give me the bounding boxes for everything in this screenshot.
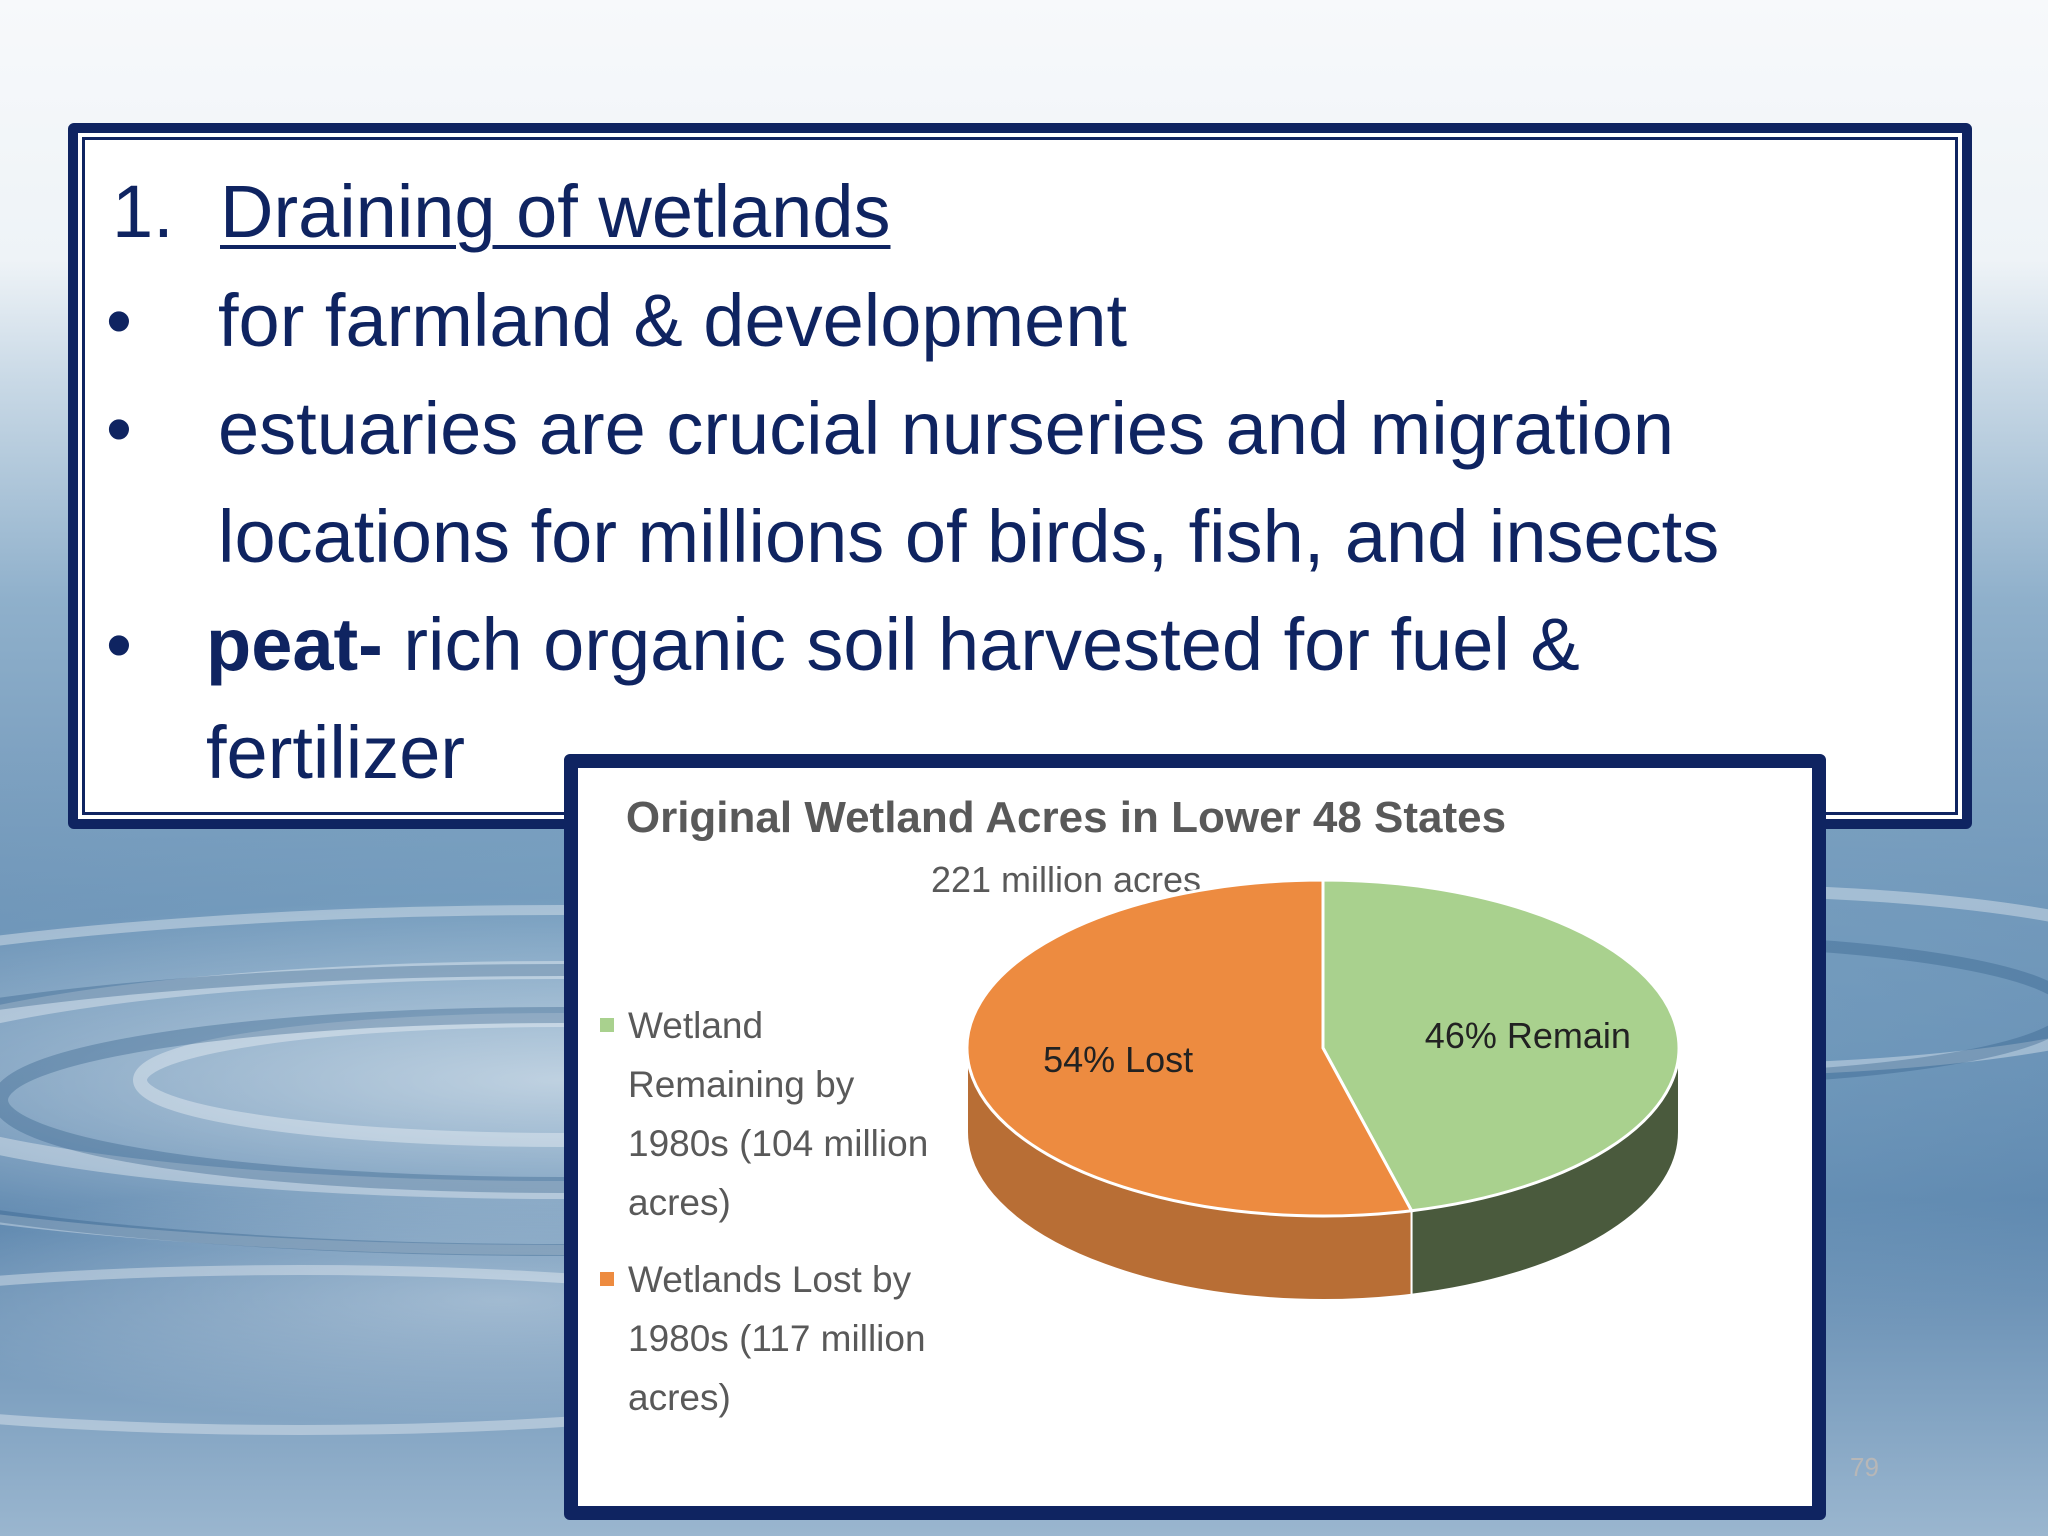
pie-chart-panel: Original Wetland Acres in Lower 48 State… bbox=[564, 754, 1826, 1520]
page-number: 79 bbox=[1850, 1452, 1879, 1482]
pie-chart: Original Wetland Acres in Lower 48 State… bbox=[600, 793, 1681, 1418]
chart-legend: Wetland Remaining by 1980s (104 million … bbox=[600, 1005, 939, 1418]
chart-title: Original Wetland Acres in Lower 48 State… bbox=[626, 793, 1506, 842]
bullet-marker: • bbox=[106, 603, 132, 686]
term-peat: peat- bbox=[206, 603, 383, 686]
bullet-text: peat- rich organic soil harvested for fu… bbox=[206, 608, 1580, 682]
heading-line: 1. Draining of wetlands bbox=[112, 175, 890, 249]
pie-slice-lost bbox=[965, 878, 1414, 1218]
bullet-text: for farmland & development bbox=[218, 279, 1128, 362]
slice-label-lost: 54% Lost bbox=[1043, 1039, 1193, 1080]
legend-swatch-remaining bbox=[600, 1018, 614, 1032]
bullet-marker: • bbox=[106, 279, 132, 362]
legend-label-lost: Wetlands Lost by 1980s (117 million acre… bbox=[628, 1259, 936, 1418]
bullet-text-box: 1. Draining of wetlands • for farmland &… bbox=[68, 123, 1972, 829]
heading-number: 1. bbox=[112, 170, 174, 253]
bullet-text: estuaries are crucial nurseries and migr… bbox=[218, 387, 1675, 470]
chart-subtitle: 221 million acres bbox=[931, 859, 1201, 900]
legend-label-remaining: Wetland Remaining by 1980s (104 million … bbox=[628, 1005, 939, 1223]
pie-slice-remaining bbox=[1321, 878, 1681, 1213]
bullet-text-continued: fertilizer bbox=[206, 711, 466, 794]
legend-swatch-lost bbox=[600, 1272, 614, 1286]
slice-label-remaining: 46% Remain bbox=[1425, 1015, 1631, 1056]
bullet-marker: • bbox=[106, 387, 132, 470]
heading-title: Draining of wetlands bbox=[220, 170, 891, 253]
pie-3d bbox=[965, 878, 1681, 1301]
bullet-text-continued: locations for millions of birds, fish, a… bbox=[218, 495, 1720, 578]
term-definition: rich organic soil harvested for fuel & bbox=[382, 603, 1580, 686]
